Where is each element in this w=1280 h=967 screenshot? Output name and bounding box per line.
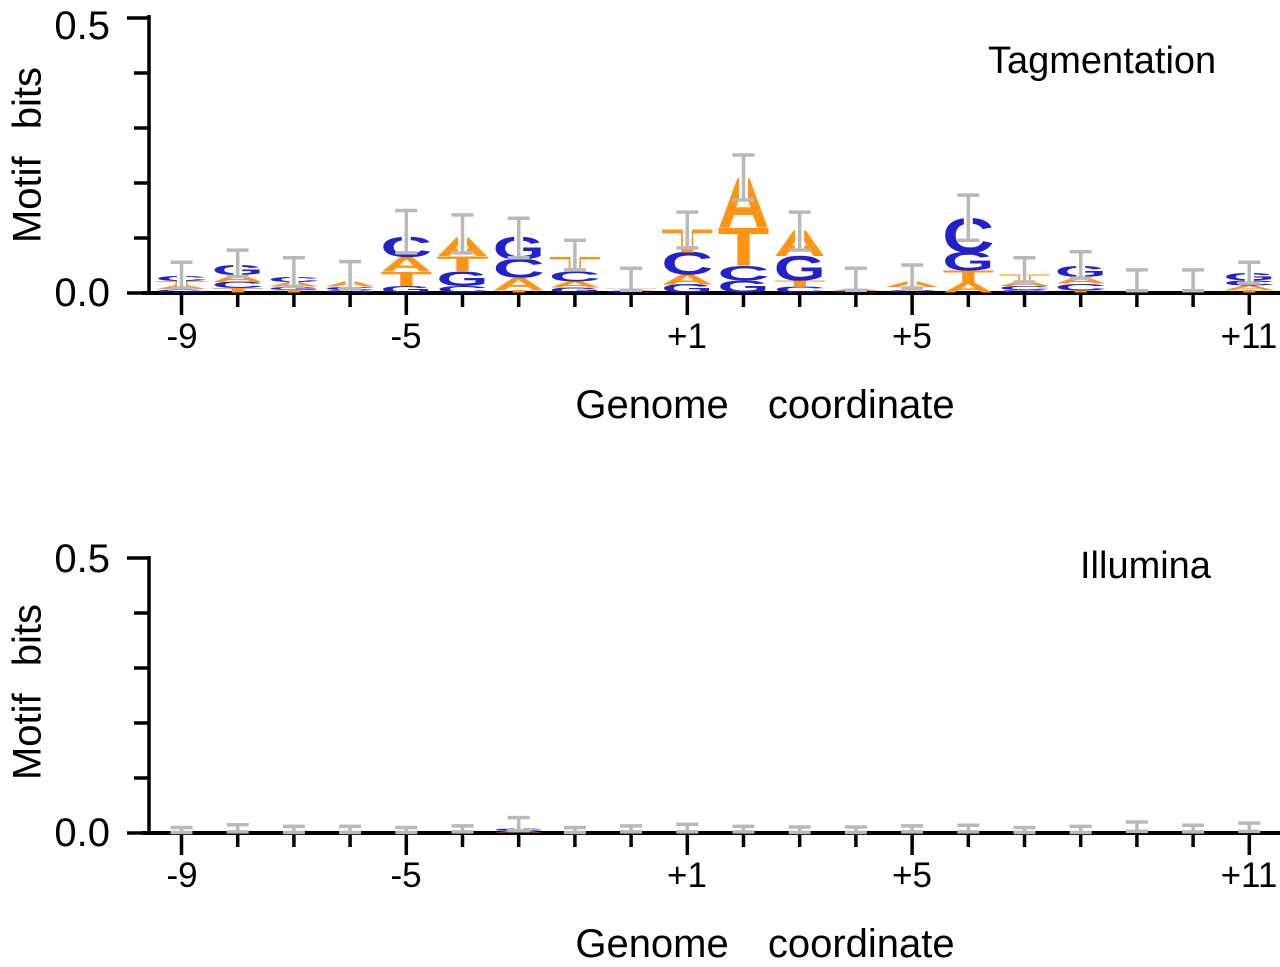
logo-letter-C: C xyxy=(774,285,826,294)
logo-letter-C: C xyxy=(437,284,489,295)
logo-letter-T: T xyxy=(437,252,489,276)
logo-letter-T: T xyxy=(212,287,264,294)
logo-letter-T: T xyxy=(774,278,826,289)
logo-letter-T: T xyxy=(1055,290,1107,294)
logo-letter-A: A xyxy=(1223,284,1275,291)
x-tick-label-m9-bottom: -9 xyxy=(166,856,198,895)
logo-letter-G: G xyxy=(774,248,826,287)
logo-letter-G: G xyxy=(942,247,994,276)
logo-letter-C: C xyxy=(1055,282,1107,293)
y-tick-label-00-bottom: 0.0 xyxy=(54,811,110,855)
logo-letter-A: A xyxy=(212,273,264,285)
logo-letter-A: A xyxy=(661,271,713,287)
x-tick-label-p1-bottom: +1 xyxy=(667,856,707,895)
x-tick-label-p11-top: +11 xyxy=(1220,317,1278,356)
logo-letter-T: T xyxy=(718,216,770,277)
logo-letter-G: G xyxy=(380,284,432,295)
logo-letter-A: A xyxy=(380,253,432,277)
logo-letter-A: A xyxy=(1055,275,1107,286)
panel-title-illumina: Illumina xyxy=(1080,545,1211,587)
logo-letter-T: T xyxy=(1223,289,1275,293)
logo-letter-G: G xyxy=(718,277,770,297)
logo-letter-A: A xyxy=(549,280,601,290)
x-tick-label-p5-bottom: +5 xyxy=(892,856,932,895)
logo-letter-A: A xyxy=(942,280,994,296)
x-axis-label-top: Genome coordinate xyxy=(575,383,955,427)
logo-letter-C: C xyxy=(661,245,713,281)
logo-letter-T: T xyxy=(380,267,432,290)
logo-letter-T: T xyxy=(942,267,994,287)
logo-letter-C: C xyxy=(549,269,601,285)
logo-letter-C: C xyxy=(999,285,1051,291)
panel-title-tagmentation: Tagmentation xyxy=(988,40,1217,82)
x-tick-label-p5-top: +5 xyxy=(892,317,932,356)
y-tick-label-05-top: 0.5 xyxy=(54,4,110,48)
logo-letter-G: G xyxy=(549,286,601,294)
y-axis-label-bottom: Motif bits xyxy=(5,603,50,781)
logo-letter-C: C xyxy=(718,261,770,285)
logo-letter-G: G xyxy=(661,282,713,295)
x-tick-label-p1-top: +1 xyxy=(667,317,707,356)
y-axis-label-top: Motif bits xyxy=(5,66,50,244)
y-tick-label-00-top: 0.0 xyxy=(54,271,110,315)
x-tick-label-m5-top: -5 xyxy=(390,317,422,356)
logo-letter-G: G xyxy=(999,289,1051,293)
logo-letter-C: C xyxy=(212,280,264,290)
x-tick-label-m5-bottom: -5 xyxy=(390,856,422,895)
logo-letter-G: G xyxy=(268,285,320,290)
x-tick-label-p11-bottom: +11 xyxy=(1220,856,1278,895)
logo-letter-G: G xyxy=(324,289,376,293)
logo-letter-T: T xyxy=(493,289,545,293)
logo-letter-T: T xyxy=(268,289,320,293)
logo-letter-G: G xyxy=(156,288,208,293)
logo-letter-C: C xyxy=(886,290,938,294)
x-axis-label-bottom: Genome coordinate xyxy=(575,922,955,966)
logo-letter-A: A xyxy=(493,274,545,294)
x-tick-label-m9-top: -9 xyxy=(166,317,198,356)
logo-letter-G: G xyxy=(437,267,489,291)
y-tick-label-05-bottom: 0.5 xyxy=(54,537,110,581)
